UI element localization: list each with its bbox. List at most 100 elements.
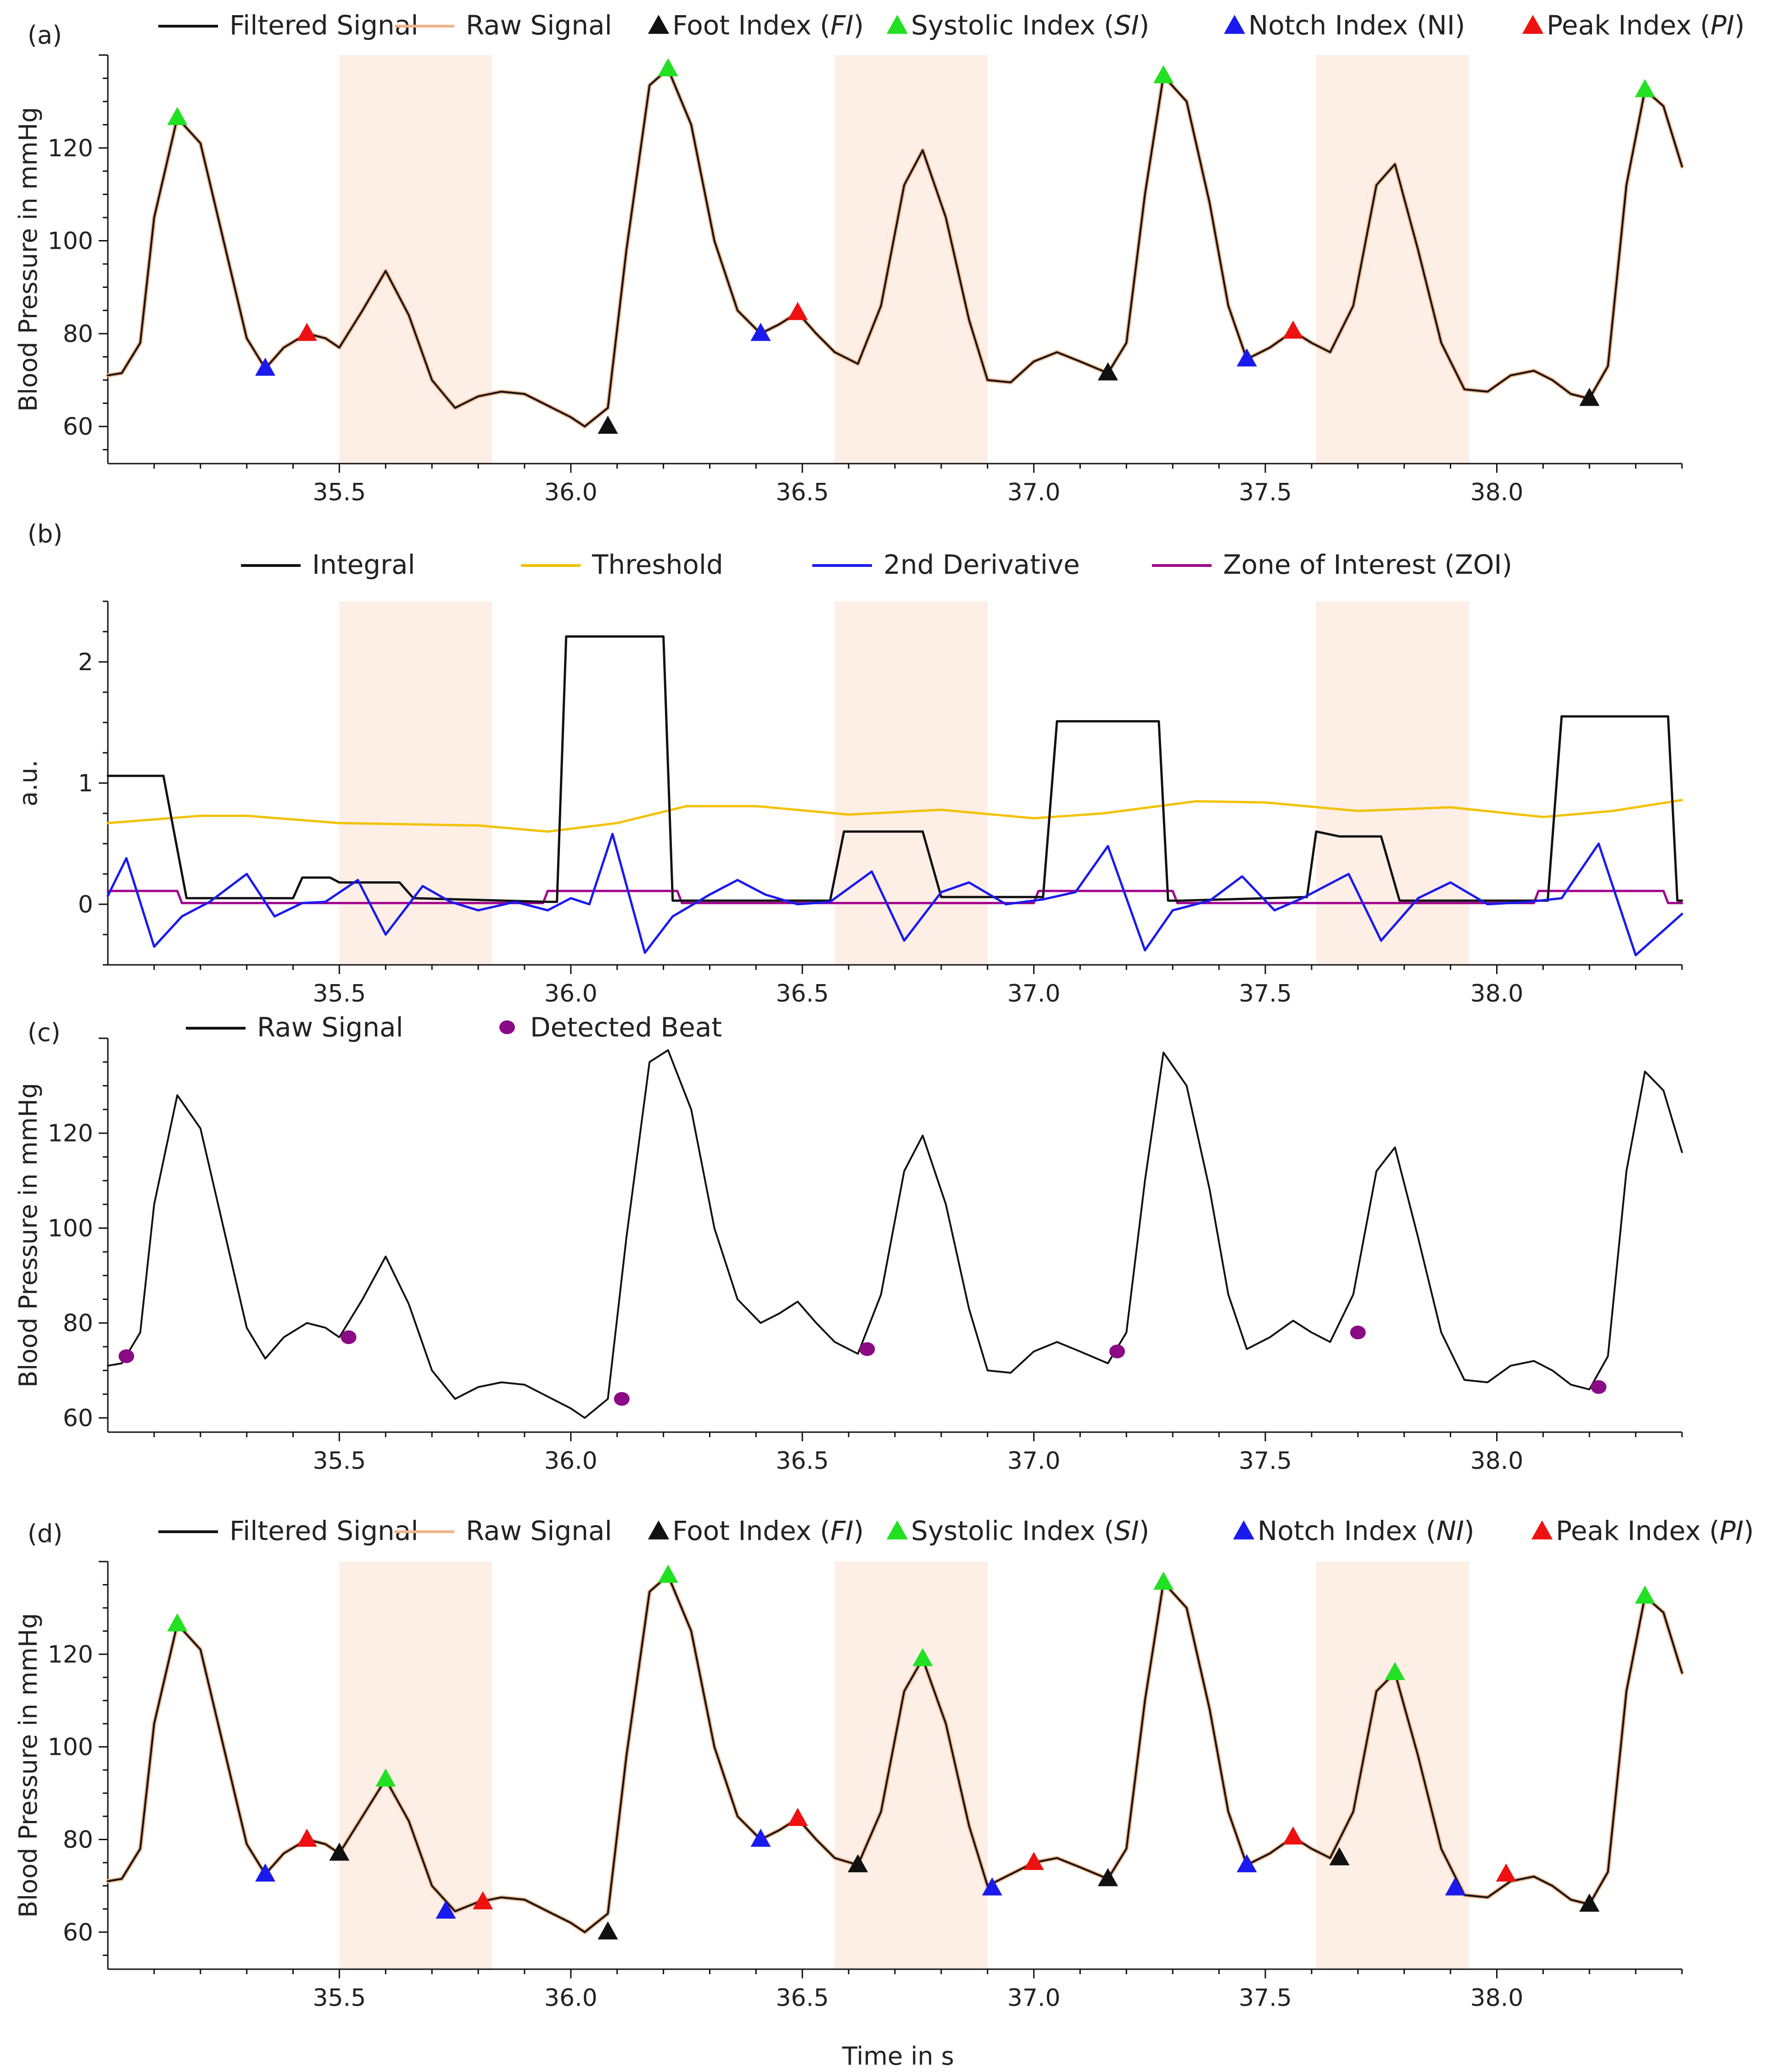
panel-label: (b) xyxy=(28,520,62,549)
x-tick-label: 36.0 xyxy=(544,1984,598,2012)
shaded-region xyxy=(834,55,988,464)
legend-label: Foot Index (FI) xyxy=(672,10,864,41)
legend-label: Peak Index (PI) xyxy=(1556,1515,1754,1546)
legend-swatch xyxy=(1522,15,1544,34)
legend-swatch xyxy=(886,1520,908,1540)
notch-index-marker xyxy=(750,1828,771,1847)
x-tick-label: 35.5 xyxy=(313,1447,366,1475)
systolic-index-marker xyxy=(167,1613,188,1632)
peak-index-marker xyxy=(1283,1826,1303,1845)
foot-index-marker xyxy=(1098,1868,1118,1887)
panel-label: (c) xyxy=(28,1018,61,1047)
notch-index-marker xyxy=(750,323,771,341)
foot-index-marker xyxy=(1579,387,1600,406)
detected-beat-marker xyxy=(1350,1325,1366,1339)
series-raw-signal xyxy=(107,1049,1683,1419)
x-tick-label: 35.5 xyxy=(313,980,366,1008)
legend-swatch xyxy=(499,1020,515,1034)
foot-index-marker xyxy=(598,1921,618,1940)
legend-label: Threshold xyxy=(592,549,723,580)
series-2nd-derivative xyxy=(106,833,1683,957)
legend-label: Raw Signal xyxy=(257,1012,403,1043)
peak-index-marker xyxy=(1496,1863,1516,1882)
y-tick-label: 60 xyxy=(63,413,93,441)
y-axis-label: Blood Pressure in mmHg xyxy=(14,107,43,412)
x-tick-label: 36.5 xyxy=(776,980,829,1008)
detected-beat-marker xyxy=(1109,1344,1125,1359)
x-tick-label: 37.5 xyxy=(1239,1447,1292,1475)
legend-label: Systolic Index (SI) xyxy=(911,10,1149,41)
legend-swatch xyxy=(1233,1520,1255,1540)
panel-c: (c) 35.5 36.0 36.5 37.0 37.5 38.0 60 80 100 120Blo… xyxy=(14,1012,1683,1475)
y-tick-label: 120 xyxy=(48,1641,93,1669)
y-tick-label: 80 xyxy=(63,1826,93,1854)
foot-index-marker xyxy=(598,415,618,434)
notch-index-marker xyxy=(982,1877,1002,1896)
detected-beat-marker xyxy=(1591,1380,1607,1394)
legend-label: Raw Signal xyxy=(466,10,612,41)
peak-index-marker xyxy=(788,302,808,320)
foot-index-marker xyxy=(848,1854,868,1872)
series-threshold xyxy=(106,799,1683,833)
shaded-region xyxy=(1316,1562,1469,1969)
x-tick-label: 38.0 xyxy=(1470,980,1524,1008)
foot-index-marker xyxy=(329,1842,350,1861)
panel-b: (b) 35.5 36.0 36.5 37.0 37.5 38.0 0 1 2 a.u. Integr… xyxy=(14,520,1683,1008)
notch-index-marker xyxy=(436,1900,456,1919)
legend-swatch xyxy=(648,15,670,34)
shaded-region xyxy=(834,1562,988,1969)
legend-label: 2nd Derivative xyxy=(883,549,1080,580)
legend-label: Zone of Interest (ZOI) xyxy=(1223,549,1512,580)
legend-label: Notch Index (NI) xyxy=(1257,1515,1475,1546)
y-tick-label: 60 xyxy=(63,1405,93,1432)
legend-label: Peak Index (PI) xyxy=(1547,10,1745,41)
legend-swatch xyxy=(1531,1520,1553,1540)
detected-beat-marker xyxy=(341,1330,357,1344)
x-tick-label: 36.5 xyxy=(776,1984,829,2012)
x-axis-label: Time in s xyxy=(842,2042,954,2071)
y-tick-label: 100 xyxy=(48,1734,93,1761)
series-filtered-signal xyxy=(107,68,1683,428)
x-tick-label: 36.5 xyxy=(776,1447,829,1475)
x-tick-label: 37.0 xyxy=(1007,980,1061,1008)
x-tick-label: 38.0 xyxy=(1470,479,1524,506)
detected-beat-marker xyxy=(118,1349,134,1363)
legend-label: Filtered Signal xyxy=(229,10,418,41)
y-axis-label: a.u. xyxy=(14,760,43,806)
peak-index-marker xyxy=(296,1828,317,1847)
shaded-region xyxy=(339,601,492,965)
legend-swatch xyxy=(648,1520,670,1540)
legend-label: Detected Beat xyxy=(530,1012,722,1043)
legend-label: Notch Index (NI) xyxy=(1248,10,1465,41)
systolic-index-marker xyxy=(1385,1662,1405,1680)
panel-label: (d) xyxy=(28,1519,62,1548)
systolic-index-marker xyxy=(658,1564,678,1583)
systolic-index-marker xyxy=(1635,79,1655,97)
legend-label: Filtered Signal xyxy=(229,1515,418,1546)
x-tick-label: 35.5 xyxy=(313,1984,366,2012)
x-tick-label: 38.0 xyxy=(1470,1984,1524,2012)
shaded-region xyxy=(1316,55,1469,464)
x-tick-label: 36.0 xyxy=(544,1447,598,1475)
y-tick-label: 2 xyxy=(78,649,93,676)
y-tick-label: 120 xyxy=(48,1120,93,1148)
systolic-index-marker xyxy=(375,1768,396,1787)
legend-swatch xyxy=(886,15,908,34)
notch-index-marker xyxy=(1236,348,1257,367)
notch-index-marker xyxy=(1445,1877,1465,1896)
legend-label: Systolic Index (SI) xyxy=(911,1515,1149,1546)
x-tick-label: 37.5 xyxy=(1239,1984,1292,2012)
x-tick-label: 37.0 xyxy=(1007,479,1061,506)
x-tick-label: 37.0 xyxy=(1007,1447,1061,1475)
systolic-index-marker xyxy=(1153,65,1174,84)
y-axis-label: Blood Pressure in mmHg xyxy=(14,1613,43,1918)
systolic-index-marker xyxy=(658,58,678,77)
foot-index-marker xyxy=(1098,362,1118,381)
series-filtered-signal xyxy=(107,1574,1683,1933)
shaded-region xyxy=(339,55,492,464)
y-tick-label: 0 xyxy=(78,891,93,918)
systolic-index-marker xyxy=(167,106,188,125)
notch-index-marker xyxy=(1236,1854,1257,1872)
series-integral xyxy=(106,635,1683,903)
